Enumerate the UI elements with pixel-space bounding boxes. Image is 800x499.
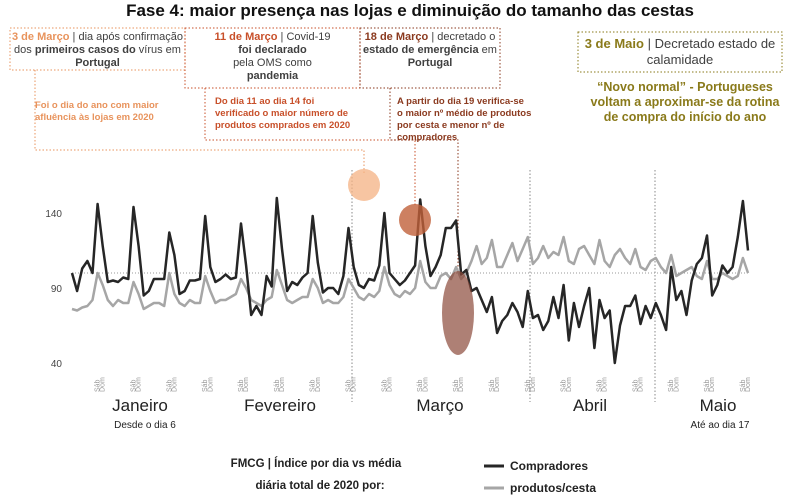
- month-label: Março: [416, 396, 463, 415]
- x-tick-label: Dom: [207, 377, 214, 392]
- x-tick-label: Dom: [602, 377, 609, 392]
- x-tick-label: Dom: [709, 377, 716, 392]
- y-tick-label: 140: [45, 209, 62, 220]
- text: em: [481, 44, 497, 56]
- month-note: Desde o dia 6: [114, 420, 176, 431]
- x-tick-label: Sáb: [202, 379, 209, 392]
- x-tick-label: Sáb: [346, 379, 353, 392]
- connector: [204, 88, 416, 205]
- x-tick-label: Dom: [387, 377, 394, 392]
- x-tick-label: Sáb: [561, 379, 568, 392]
- x-tick-label: Sáb: [453, 379, 460, 392]
- x-tick-label: Sáb: [274, 379, 281, 392]
- connector: [389, 88, 459, 270]
- x-tick-label: Dom: [566, 377, 573, 392]
- annotation: 18 de Março | decretado o estado de emer…: [362, 31, 498, 70]
- text: estado de emergência: [363, 44, 479, 56]
- x-tick-label: Dom: [279, 377, 286, 392]
- chart-title: Fase 4: maior presença nas lojas e dimin…: [126, 1, 694, 20]
- text: | dia após confirmação dos: [14, 31, 184, 56]
- x-tick-label: Dom: [315, 377, 322, 392]
- annotation-note: A partir do dia 19 verifica-se o maior n…: [397, 96, 532, 143]
- x-tick-label: Sáb: [166, 379, 173, 392]
- text: pela OMS como: [233, 57, 312, 69]
- x-tick-label: Dom: [673, 377, 680, 392]
- series-line: [71, 235, 750, 312]
- annotation: 3 de Maio | Decretado estado de calamida…: [582, 36, 778, 68]
- text: | decretado o: [431, 31, 496, 43]
- x-tick-label: Sáb: [417, 379, 424, 392]
- x-tick-label: Sáb: [95, 379, 102, 392]
- text: foi declarado: [238, 44, 307, 56]
- x-tick-label: Sáb: [632, 379, 639, 392]
- y-tick-label: 40: [51, 359, 63, 370]
- text: primeiros casos do: [34, 44, 136, 56]
- x-tick-label: Sáb: [596, 379, 603, 392]
- month-label: Maio: [700, 396, 737, 415]
- x-tick-label: Dom: [136, 377, 143, 392]
- highlight: [399, 204, 431, 236]
- x-tick-label: Dom: [458, 377, 465, 392]
- series-line: [70, 196, 750, 365]
- x-tick-label: Dom: [351, 377, 358, 392]
- footnote: diária total de 2020 por:: [255, 480, 384, 492]
- x-tick-label: Sáb: [489, 379, 496, 392]
- month-label: Janeiro: [112, 396, 168, 415]
- text: 11 de Março: [214, 31, 278, 43]
- x-tick-label: Dom: [637, 377, 644, 392]
- x-tick-label: Sáb: [525, 379, 532, 392]
- x-tick-label: Sáb: [238, 379, 245, 392]
- text: | Covid-19: [280, 31, 331, 43]
- x-tick-label: Sáb: [310, 379, 317, 392]
- x-tick-label: Sáb: [130, 379, 137, 392]
- x-tick-label: Dom: [100, 377, 107, 392]
- annotation: 3 de Março | dia após confirmação dos pr…: [12, 31, 183, 70]
- x-tick-label: Dom: [422, 377, 429, 392]
- text: Portugal: [407, 57, 453, 69]
- text: pandemia: [246, 70, 299, 82]
- month-note: Até ao dia 17: [691, 420, 750, 431]
- text: vírus em: [138, 44, 181, 56]
- x-tick-label: Dom: [243, 377, 250, 392]
- text: | Decretado estado de calamidade: [646, 36, 776, 67]
- x-tick-label: Sáb: [668, 379, 675, 392]
- x-tick-label: Dom: [494, 377, 501, 392]
- annotation-box: [359, 27, 501, 89]
- text: 3 de Março: [12, 31, 70, 43]
- connector: [34, 70, 365, 175]
- annotation-note: Do dia 11 ao dia 14 foi verificado o mai…: [215, 96, 351, 131]
- x-tick-label: Dom: [171, 377, 178, 392]
- annotation: 11 de Março | Covid-19 foi declarado pela …: [190, 31, 355, 83]
- legend-label: produtos/cesta: [510, 481, 596, 495]
- footnote: FMCG | Índice por dia vs média: [231, 457, 402, 470]
- x-tick-label: Sáb: [381, 379, 388, 392]
- text: 3 de Maio: [584, 36, 644, 51]
- text: Portugal: [75, 57, 120, 69]
- month-label: Fevereiro: [244, 396, 316, 415]
- highlight: [442, 271, 474, 355]
- x-tick-label: Sáb: [740, 379, 747, 392]
- annotation-box: [184, 27, 361, 89]
- annotation-box: [577, 31, 783, 73]
- legend-label: Compradores: [510, 459, 588, 473]
- text: 18 de Março: [364, 31, 429, 43]
- x-tick-label: Dom: [745, 377, 752, 392]
- highlight: [348, 169, 380, 201]
- annotation-note: “Novo normal” - Portugueses voltam a apr…: [590, 80, 780, 124]
- month-label: Abril: [573, 396, 607, 415]
- y-tick-label: 90: [51, 284, 63, 295]
- x-tick-label: Dom: [530, 377, 537, 392]
- x-tick-label: Sáb: [704, 379, 711, 392]
- annotation-note: Foi o dia do ano com maior afluência às …: [35, 100, 159, 123]
